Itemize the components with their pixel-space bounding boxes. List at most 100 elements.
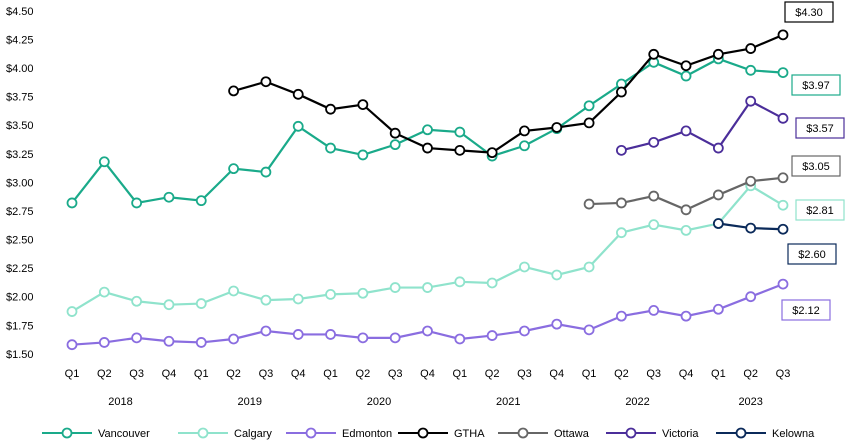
data-point [680, 70, 692, 82]
legend-marker [61, 427, 73, 439]
data-point [228, 285, 239, 297]
year-label: 2020 [367, 396, 391, 408]
value-label-box [791, 155, 841, 177]
data-point [680, 60, 692, 72]
year-label: 2023 [738, 396, 762, 408]
data-point [745, 175, 757, 187]
y-tick-label: $2.50 [6, 235, 34, 247]
data-point [745, 43, 757, 54]
value-label: $2.81 [806, 205, 834, 217]
data-point [66, 306, 78, 317]
data-point [260, 325, 272, 337]
legend-label: Calgary [234, 428, 272, 440]
y-tick-label: $3.50 [6, 120, 34, 132]
data-point [260, 294, 272, 306]
x-tick-label: Q4 [549, 368, 564, 380]
data-point [616, 227, 627, 239]
data-point [648, 305, 660, 316]
data-point [260, 166, 272, 178]
legend-label: Victoria [662, 428, 699, 440]
legend-label: Kelowna [772, 428, 815, 440]
x-tick-label: Q3 [259, 368, 274, 380]
data-point [228, 163, 239, 175]
data-point [648, 48, 660, 60]
data-point [583, 100, 595, 112]
y-tick-label: $1.75 [6, 320, 34, 332]
data-point [519, 125, 530, 137]
data-point [680, 224, 692, 236]
data-point [163, 299, 175, 311]
data-point [66, 197, 78, 209]
data-point [292, 293, 304, 305]
data-point [357, 149, 369, 161]
data-point [422, 282, 433, 293]
data-point [777, 172, 789, 184]
data-point [422, 124, 433, 136]
data-point [712, 48, 724, 60]
x-tick-label: Q4 [679, 368, 694, 380]
x-tick-label: Q3 [517, 368, 532, 380]
value-label: $3.57 [806, 123, 834, 135]
series-line [621, 99, 784, 152]
value-label-box [795, 117, 845, 139]
data-point [583, 198, 595, 210]
data-point [131, 332, 143, 344]
data-point [389, 127, 401, 139]
x-tick-label: Q3 [646, 368, 661, 380]
data-point [325, 329, 336, 340]
y-tick-label: $4.00 [6, 63, 34, 75]
x-tick-label: Q2 [743, 368, 758, 380]
x-tick-label: Q3 [129, 368, 144, 380]
year-label: 2021 [496, 396, 520, 408]
x-tick-label: Q4 [291, 368, 306, 380]
legend-label: Edmonton [342, 428, 392, 440]
x-tick-label: Q1 [582, 368, 597, 380]
data-point [195, 337, 207, 348]
year-label: 2019 [238, 396, 262, 408]
x-tick-label: Q1 [323, 368, 338, 380]
data-point [98, 286, 110, 298]
data-point [616, 310, 627, 322]
value-label-box [791, 74, 841, 96]
x-tick-label: Q4 [420, 368, 435, 380]
data-point [648, 136, 660, 148]
data-point [195, 298, 207, 309]
data-point [583, 117, 595, 129]
value-label-box [787, 243, 837, 265]
data-point [454, 126, 466, 138]
x-tick-label: Q4 [162, 368, 177, 380]
data-point [163, 191, 175, 203]
data-point [680, 310, 692, 322]
data-point [131, 197, 143, 209]
legend-label: Ottawa [554, 428, 590, 440]
data-point [616, 144, 627, 156]
data-point [680, 125, 692, 137]
legend-marker [197, 427, 209, 439]
data-point [712, 303, 724, 315]
y-tick-label: $4.50 [6, 6, 34, 18]
data-point [519, 325, 530, 337]
data-point [292, 329, 304, 340]
y-tick-label: $3.00 [6, 177, 34, 189]
x-tick-label: Q1 [65, 368, 80, 380]
data-point [777, 199, 789, 211]
value-label: $2.12 [792, 305, 820, 317]
data-point [777, 278, 789, 290]
data-point [422, 325, 433, 337]
x-tick-label: Q2 [614, 368, 629, 380]
data-point [131, 295, 143, 307]
data-point [519, 140, 530, 152]
series-line [233, 33, 784, 154]
data-point [777, 112, 789, 124]
data-point [389, 282, 401, 293]
x-tick-label: Q2 [485, 368, 500, 380]
data-point [745, 95, 757, 107]
legend-marker [517, 427, 529, 439]
data-point [777, 223, 789, 235]
x-tick-label: Q1 [711, 368, 726, 380]
data-point [357, 332, 369, 344]
data-point [745, 291, 757, 303]
data-point [486, 330, 498, 341]
data-point [325, 142, 336, 154]
y-tick-label: $2.00 [6, 292, 34, 304]
